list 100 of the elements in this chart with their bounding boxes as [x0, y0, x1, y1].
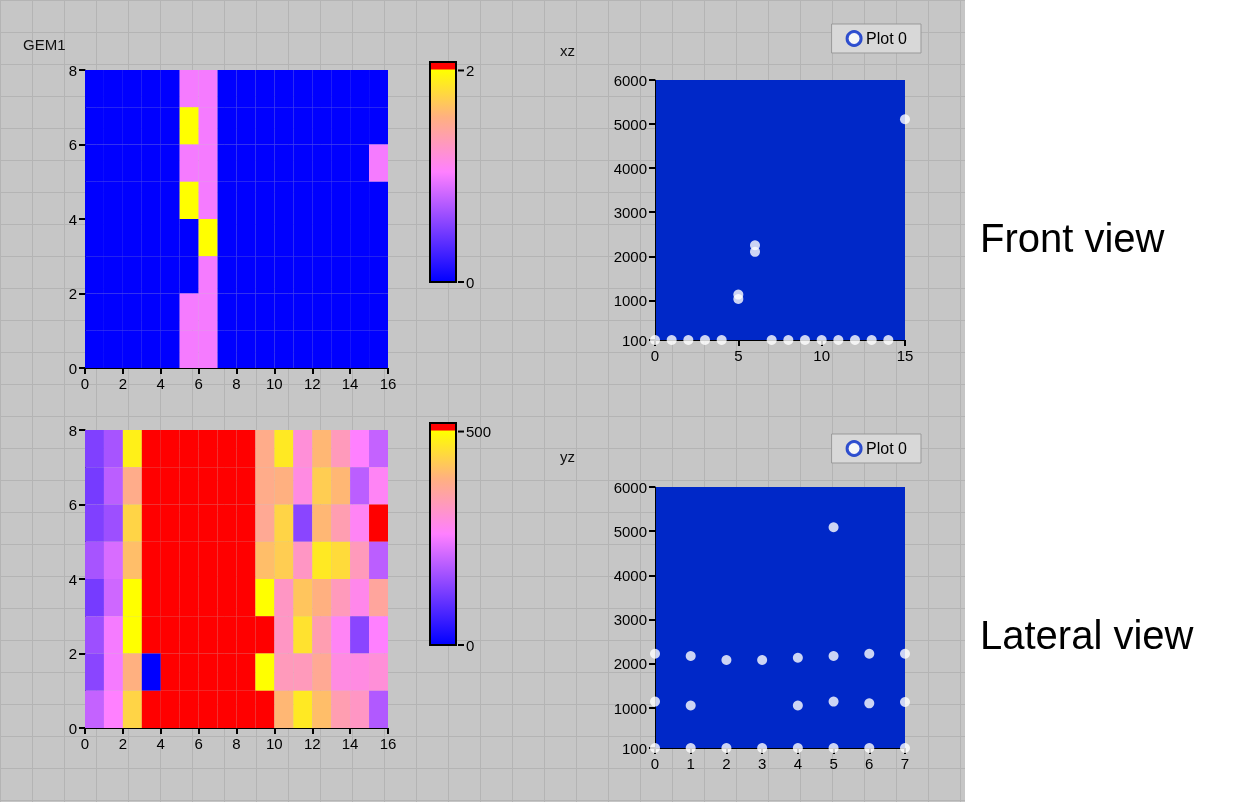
point: [757, 743, 768, 753]
point: [766, 335, 777, 345]
x-tick-label: 4: [793, 755, 803, 772]
x-tick-label: 0: [650, 347, 660, 364]
y-tick-label: 2: [68, 285, 77, 302]
x-tick-label: 8: [232, 375, 241, 392]
x-tick-label: 5: [829, 755, 838, 772]
x-tick-label: 4: [156, 735, 165, 752]
point: [700, 335, 710, 345]
point: [792, 700, 803, 711]
color-bar-label: 2: [466, 61, 475, 79]
point: [900, 114, 910, 125]
chart-title: GEM1: [23, 36, 66, 53]
point: [828, 650, 839, 661]
point: [733, 289, 744, 300]
y-tick-label: 6000: [613, 71, 647, 89]
x-tick-label: 2: [118, 375, 128, 392]
y-tick-label: 0: [68, 719, 77, 737]
y-tick-label: 8: [68, 61, 77, 79]
x-tick-label: 2: [722, 755, 731, 772]
color-bar-label: 0: [466, 636, 475, 654]
point: [864, 698, 875, 709]
x-tick-label: 7: [900, 755, 910, 772]
x-tick-label: 12: [303, 375, 321, 392]
x-tick-label: 10: [266, 375, 283, 392]
point: [816, 335, 827, 345]
x-tick-label: 14: [341, 735, 359, 752]
point: [800, 335, 810, 345]
x-tick-label: 10: [266, 735, 283, 752]
x-tick-label: 0: [80, 735, 90, 752]
x-tick-label: 6: [194, 735, 203, 752]
x-tick-label: 10: [813, 347, 831, 364]
point: [833, 335, 844, 345]
point: [828, 696, 839, 707]
y-tick-label: 6000: [613, 478, 647, 496]
text: Lateral view: [980, 613, 1194, 657]
chart-title: yz: [560, 448, 575, 465]
y-tick-label: 3000: [613, 611, 647, 629]
point: [650, 648, 660, 659]
x-tick-label: 6: [865, 755, 874, 772]
x-tick-label: 0: [80, 375, 90, 392]
y-tick-label: 4000: [613, 159, 647, 177]
chart-title: xz: [560, 42, 575, 59]
x-tick-label: 16: [379, 375, 397, 392]
color-bar-label: 500: [466, 423, 492, 441]
y-tick-label: 0: [68, 359, 77, 377]
point: [721, 743, 732, 753]
point: [666, 335, 677, 345]
y-tick-label: 4: [68, 570, 77, 588]
y-tick-label: 1000: [613, 699, 647, 717]
point: [828, 522, 839, 533]
y-tick-label: 8: [68, 421, 77, 439]
point: [750, 240, 760, 251]
x-tick-label: 0: [650, 755, 660, 772]
y-tick-label: 3000: [613, 203, 647, 221]
point: [783, 335, 794, 345]
legend-label: Plot 0: [866, 30, 908, 47]
point: [850, 335, 860, 345]
y-tick-label: 100: [621, 331, 647, 349]
point: [864, 648, 875, 659]
x-tick-label: 6: [194, 375, 203, 392]
color-bar-label: 0: [466, 273, 475, 291]
point: [900, 648, 910, 659]
text: Front view: [980, 216, 1165, 260]
point: [716, 335, 727, 345]
x-tick-label: 14: [341, 375, 359, 392]
x-tick-label: 15: [896, 347, 914, 364]
x-tick-label: 8: [232, 735, 241, 752]
y-tick-label: 1000: [613, 291, 647, 309]
x-tick-label: 16: [379, 735, 397, 752]
point: [883, 335, 894, 345]
point: [683, 335, 694, 345]
y-tick-label: 2000: [613, 247, 647, 265]
y-tick-label: 4: [68, 210, 77, 228]
point: [864, 743, 875, 753]
x-tick-label: 3: [757, 755, 767, 772]
y-tick-label: 5000: [613, 522, 647, 540]
y-tick-label: 2: [68, 645, 77, 662]
y-tick-label: 6: [68, 496, 77, 513]
point: [685, 650, 696, 661]
x-tick-label: 2: [118, 735, 128, 752]
point: [650, 696, 660, 707]
x-tick-label: 5: [734, 347, 743, 364]
point: [757, 654, 768, 665]
point: [866, 335, 877, 345]
y-tick-label: 100: [621, 739, 647, 757]
x-tick-label: 4: [156, 375, 165, 392]
point: [900, 697, 910, 707]
point: [792, 743, 803, 753]
point: [685, 743, 696, 753]
x-tick-label: 1: [686, 755, 695, 772]
y-tick-label: 5000: [613, 115, 647, 133]
legend-label: Plot 0: [866, 440, 908, 457]
y-tick-label: 2000: [613, 655, 647, 673]
x-tick-label: 12: [303, 735, 321, 752]
y-tick-label: 6: [68, 136, 77, 153]
point: [721, 654, 732, 665]
point: [792, 652, 803, 663]
point: [828, 743, 839, 753]
y-tick-label: 4000: [613, 566, 647, 584]
